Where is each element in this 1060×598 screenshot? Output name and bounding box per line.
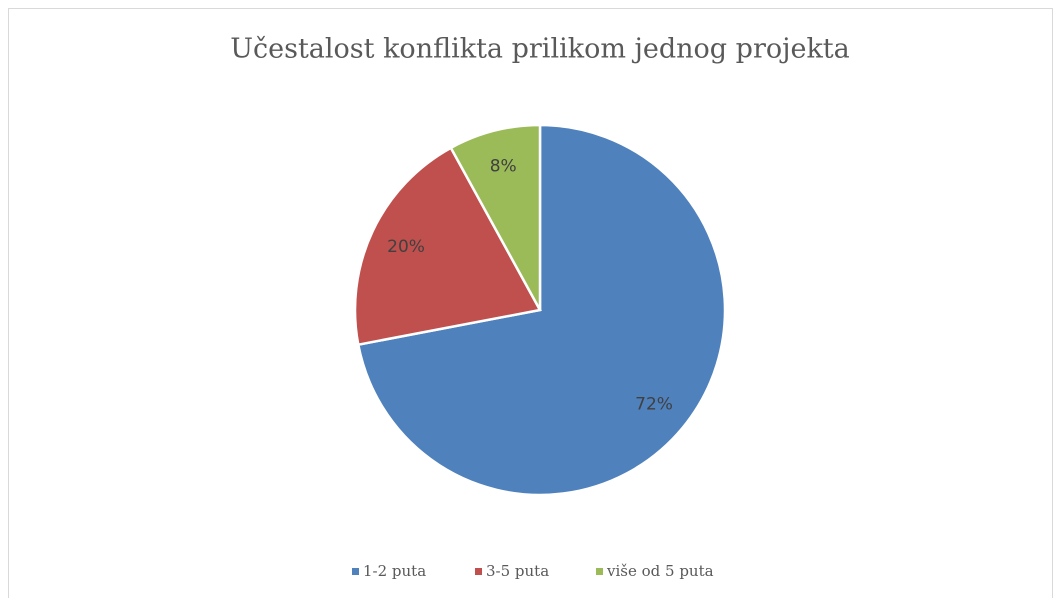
legend-label: 3-5 puta: [486, 562, 549, 580]
data-label: 72%: [635, 394, 673, 414]
chart-frame: [8, 8, 1053, 598]
pie-slice: [356, 123, 727, 497]
legend-marker: [475, 568, 482, 575]
legend-marker: [596, 568, 603, 575]
legend-label: 1-2 puta: [363, 562, 426, 580]
pie-slice: [449, 123, 542, 311]
legend-marker: [352, 568, 359, 575]
chart-title: Učestalost konflikta prilikom jednog pro…: [230, 34, 850, 65]
data-label: 8%: [490, 157, 517, 177]
pie-slice: [353, 146, 542, 347]
data-label: 20%: [387, 237, 425, 257]
legend-label: više od 5 puta: [606, 562, 714, 580]
